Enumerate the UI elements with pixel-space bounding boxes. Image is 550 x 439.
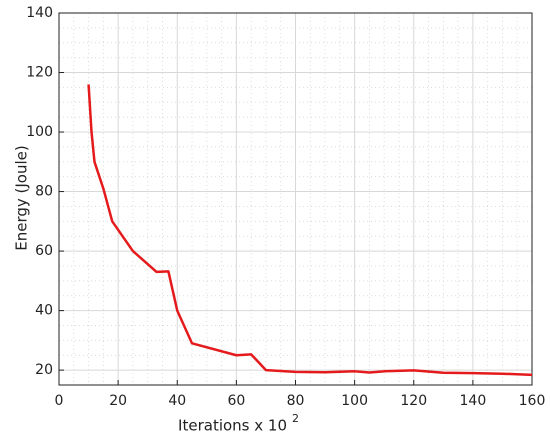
x-axis-label-superscript: 2 (292, 412, 299, 425)
y-tick-label: 140 (26, 5, 53, 21)
data-line (87, 84, 533, 377)
x-tick-label: 60 (227, 393, 245, 409)
x-tick-label: 20 (109, 393, 127, 409)
y-tick-label: 20 (35, 362, 53, 378)
x-tick-label: 160 (519, 393, 546, 409)
y-tick-label: 100 (26, 124, 53, 140)
y-axis-label: Energy (Joule) (13, 145, 31, 251)
x-tick-label: 140 (460, 393, 487, 409)
y-tick-label: 120 (26, 65, 53, 81)
y-tick-label: 40 (35, 303, 53, 319)
x-tick-label: 0 (55, 393, 64, 409)
y-tick-label: 60 (35, 243, 53, 259)
x-tick-label: 80 (287, 393, 305, 409)
y-tick-label: 80 (35, 184, 53, 200)
x-tick-label: 120 (400, 393, 427, 409)
plot-frame (58, 12, 533, 386)
x-tick-label: 40 (168, 393, 186, 409)
x-axis-label: Iterations x 10 (178, 417, 287, 435)
x-tick-label: 100 (341, 393, 368, 409)
